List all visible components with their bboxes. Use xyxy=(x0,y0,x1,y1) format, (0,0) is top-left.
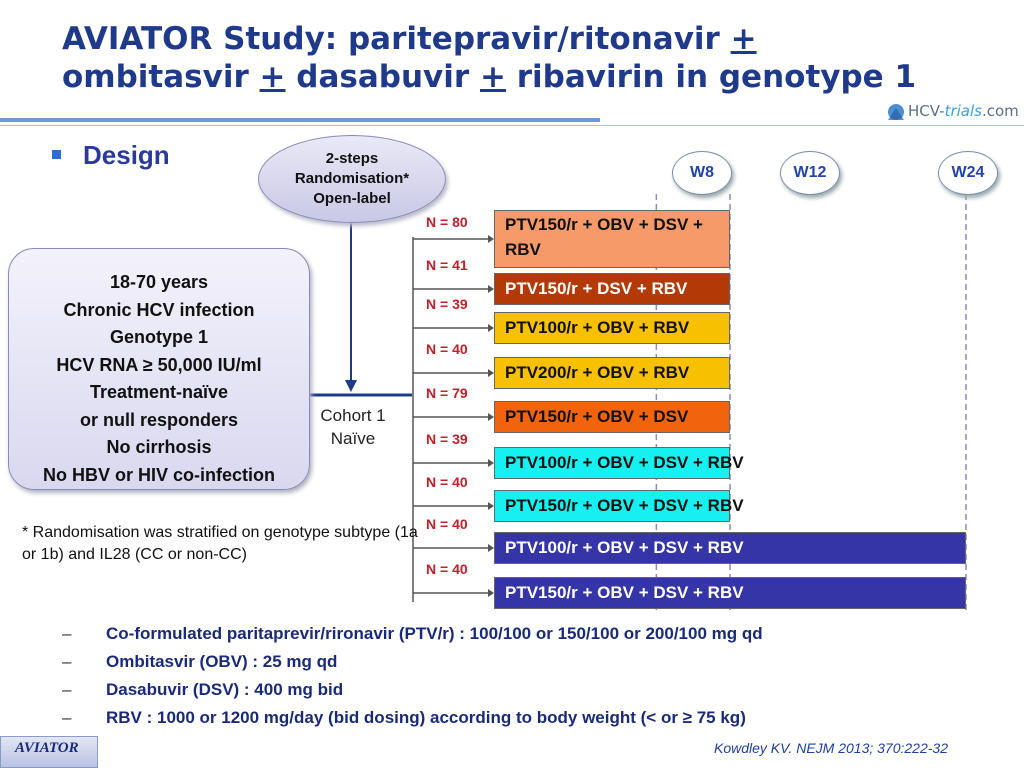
randomisation-line-2: Randomisation* xyxy=(294,170,410,187)
branch-arrow-head-icon xyxy=(488,502,494,510)
title-line1: AVIATOR Study: paritepravir/ritonavir xyxy=(62,21,731,57)
arm-n-label: N = 40 xyxy=(426,516,468,532)
square-bullet-icon xyxy=(52,149,61,159)
dosing-bullet: – Dasabuvir (DSV) : 400 mg bid xyxy=(62,680,962,700)
bullet-text: Ombitasvir (OBV) : 25 mg qd xyxy=(106,652,338,671)
title-plus-3: + xyxy=(479,59,506,95)
logo-text-trials: trials xyxy=(944,102,982,120)
branch-arrow-head-icon xyxy=(488,459,494,467)
branch-arrow-head-icon xyxy=(488,589,494,597)
arm-n-label: N = 79 xyxy=(426,385,468,401)
population-line: Treatment-naïve xyxy=(89,382,229,402)
bullet-dash: – xyxy=(62,652,72,671)
title-line2-c: ribavirin in genotype 1 xyxy=(505,59,917,95)
population-line: No cirrhosis xyxy=(106,437,212,457)
study-badge: AVIATOR xyxy=(0,736,98,768)
bullet-dash: – xyxy=(62,624,72,643)
bullet-text: Dasabuvir (DSV) : 400 mg bid xyxy=(106,680,344,699)
arm-n-label: N = 39 xyxy=(426,296,468,312)
population-line: No HBV or HIV co-infection xyxy=(42,464,275,485)
logo-text-hcv: HCV- xyxy=(908,102,945,120)
slide-title: AVIATOR Study: paritepravir/ritonavir + … xyxy=(62,20,982,96)
arm-n-label: N = 40 xyxy=(426,561,468,577)
randomisation-line-3: Open-label xyxy=(313,190,391,207)
title-line2-b: dasabuvir xyxy=(285,59,480,95)
bullet-dash: – xyxy=(62,708,72,727)
population-line: Chronic HCV infection xyxy=(63,299,255,320)
header-rule-thin xyxy=(0,125,1024,126)
treatment-arm-bar: PTV100/r + OBV + DSV + RBV xyxy=(494,447,744,479)
dosing-bullet: – Co-formulated paritaprevir/rironavir (P… xyxy=(62,624,962,644)
branch-arrow-head-icon xyxy=(488,324,494,332)
branch-arrow-head-icon xyxy=(488,285,494,293)
arm-n-label: N = 40 xyxy=(426,474,468,490)
logo-text-com: .com xyxy=(981,102,1019,120)
title-plus-1: + xyxy=(730,21,757,57)
treatment-arm-bar: PTV150/r + DSV + RBV xyxy=(494,273,730,305)
section-heading-text: Design xyxy=(83,140,170,170)
population-line: 18-70 years xyxy=(109,272,209,292)
population-line: or null responders xyxy=(79,409,239,430)
arm-n-label: N = 40 xyxy=(426,341,468,357)
cohort-label: Cohort 1 Naïve xyxy=(310,404,396,450)
population-line: Genotype 1 xyxy=(109,327,209,347)
dosing-bullet: – Ombitasvir (OBV) : 25 mg qd xyxy=(62,652,962,672)
randomisation-arrow-head-icon xyxy=(345,380,357,392)
branch-arrow-head-icon xyxy=(488,369,494,377)
hcv-trials-logo: HCV-trials.com xyxy=(884,100,1024,126)
treatment-arm-bar: PTV100/r + OBV + DSV + RBV xyxy=(494,532,966,564)
branch-arrow-head-icon xyxy=(488,544,494,552)
week-marker-w8: W8 xyxy=(672,151,732,195)
population-box: 18-70 years Chronic HCV infection Genoty… xyxy=(8,248,310,490)
week-marker-w24: W24 xyxy=(938,151,998,195)
treatment-arm-bar: PTV150/r + OBV + DSV xyxy=(494,401,730,433)
week-marker-w12: W12 xyxy=(780,151,840,195)
treatment-arm-bar: PTV100/r + OBV + RBV xyxy=(494,312,730,344)
treatment-arm-bar: PTV150/r + OBV + DSV + RBV xyxy=(494,210,730,268)
arm-n-label: N = 41 xyxy=(426,257,468,273)
arm-n-label: N = 80 xyxy=(426,214,468,230)
bullet-text: Co-formulated paritaprevir/rironavir (PT… xyxy=(106,624,763,643)
cohort-line-1: Cohort 1 xyxy=(320,406,386,425)
arm-n-label: N = 39 xyxy=(426,431,468,447)
population-line: HCV RNA ≥ 50,000 IU/ml xyxy=(56,354,262,375)
treatment-arm-bar: PTV150/r + OBV + DSV + RBV xyxy=(494,577,966,609)
randomisation-line-1: 2-steps xyxy=(325,150,379,167)
title-plus-2: + xyxy=(259,59,286,95)
logo-mark-icon xyxy=(888,104,904,120)
cohort-line-2: Naïve xyxy=(330,429,376,448)
branch-arrow-head-icon xyxy=(488,413,494,421)
title-line2-a: ombitasvir xyxy=(62,59,260,95)
header-rule xyxy=(0,118,600,122)
section-heading: Design xyxy=(52,140,170,171)
randomisation-ellipse: 2-steps Randomisation* Open-label xyxy=(258,135,446,223)
branch-arrow-head-icon xyxy=(488,235,494,243)
bullet-text: RBV : 1000 or 1200 mg/day (bid dosing) a… xyxy=(106,708,746,727)
bullet-dash: – xyxy=(62,680,72,699)
reference-citation: Kowdley KV. NEJM 2013; 370:222-32 xyxy=(714,740,948,756)
stratification-footnote: * Randomisation was stratified on genoty… xyxy=(22,524,418,563)
treatment-arm-bar: PTV200/r + OBV + RBV xyxy=(494,357,730,389)
dosing-bullet: – RBV : 1000 or 1200 mg/day (bid dosing) … xyxy=(62,708,962,728)
logo-text: HCV-trials.com xyxy=(908,102,1019,120)
treatment-arm-bar: PTV150/r + OBV + DSV + RBV xyxy=(494,490,744,522)
